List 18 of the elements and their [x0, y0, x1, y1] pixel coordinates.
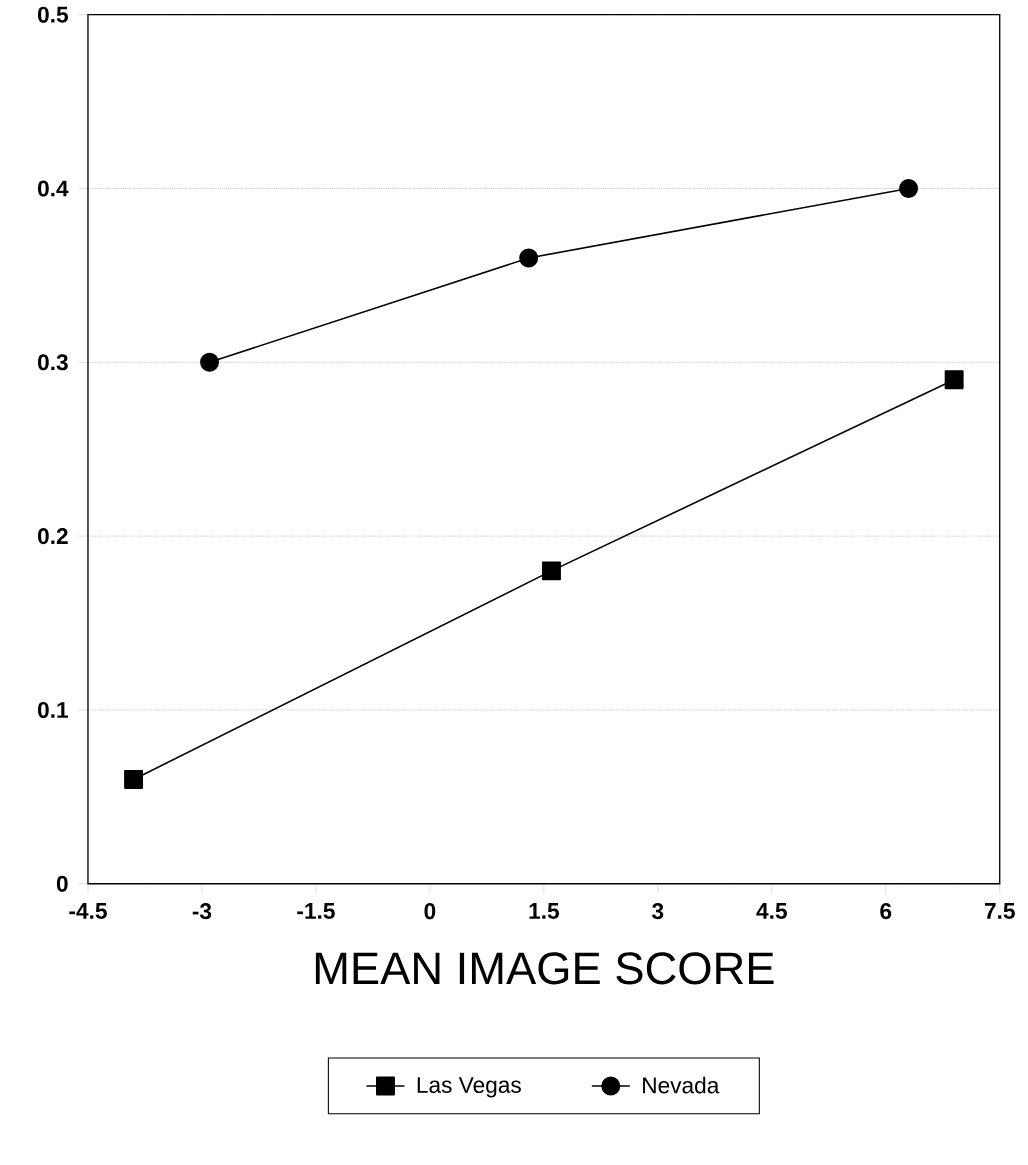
y-tick-label: 0.4 — [38, 180, 69, 197]
y-tick-label: 0.2 — [38, 528, 68, 545]
x-tick-label: 6 — [880, 903, 892, 920]
y-tick-label: 0 — [57, 875, 68, 892]
x-axis-title: MEAN IMAGE SCORE — [316, 952, 774, 985]
x-tick-label: 0 — [424, 903, 436, 920]
y-tick-label: 0.1 — [38, 701, 69, 718]
x-tick-label: 1.5 — [529, 903, 560, 919]
x-tick-label: -3 — [192, 903, 212, 920]
x-tick-label: 4.5 — [756, 903, 788, 919]
x-tick-label: -4.5 — [69, 903, 108, 919]
x-tick-label: 3 — [652, 903, 664, 920]
legend-label: Las Vegas — [417, 1077, 522, 1098]
y-tick-label: 0.5 — [38, 6, 69, 23]
x-tick-label: -1.5 — [297, 903, 335, 919]
x-tick-label: 7.5 — [985, 903, 1015, 919]
legend-label: Nevada — [643, 1076, 720, 1094]
y-tick-label: 0.3 — [38, 354, 68, 371]
